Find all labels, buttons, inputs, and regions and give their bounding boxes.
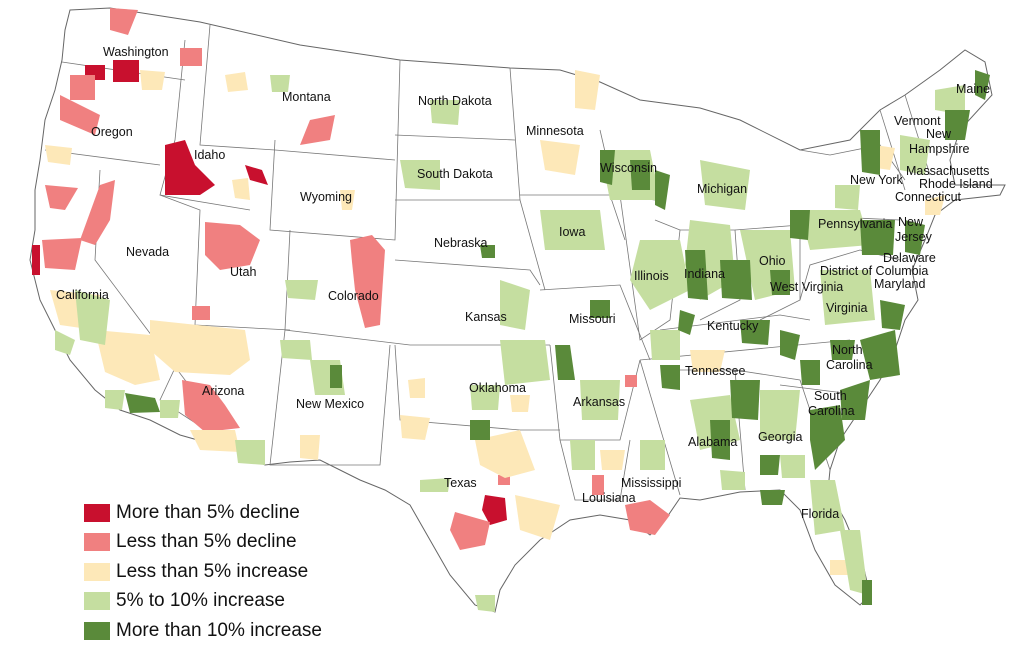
state-label-colorado: Colorado: [328, 289, 379, 303]
state-label-pennsylvania: Pennsylvania: [818, 217, 892, 231]
state-label-illinois: Illinois: [634, 269, 669, 283]
legend-item-more-than-5-decline: More than 5% decline: [84, 498, 322, 528]
legend-swatch: [84, 621, 110, 640]
state-label-kansas: Kansas: [465, 310, 507, 324]
state-label-dc: District of Columbia: [820, 264, 928, 278]
state-label-florida: Florida: [801, 507, 839, 521]
state-label-south-dakota: South Dakota: [417, 167, 493, 181]
state-label-new-york: New York: [850, 173, 904, 187]
state-label-utah: Utah: [230, 265, 256, 279]
state-label-massachusetts: Massachusetts: [906, 164, 989, 178]
legend-label: Less than 5% decline: [116, 531, 297, 553]
state-label-texas: Texas: [444, 476, 477, 490]
state-label-louisiana: Louisiana: [582, 491, 636, 505]
legend-swatch: [84, 503, 110, 522]
legend: More than 5% decline Less than 5% declin…: [84, 498, 322, 646]
legend-label: 5% to 10% increase: [116, 590, 285, 612]
counties-less-than-5-decline: [42, 8, 670, 550]
state-label-alabama: Alabama: [688, 435, 737, 449]
legend-item-less-than-5-decline: Less than 5% decline: [84, 528, 322, 558]
legend-swatch: [84, 533, 110, 552]
state-label-kentucky: Kentucky: [707, 319, 759, 333]
state-label-rhode-island: Rhode Island: [919, 177, 993, 191]
state-label-iowa: Iowa: [559, 225, 585, 239]
state-label-indiana: Indiana: [684, 267, 725, 281]
legend-label: More than 5% decline: [116, 501, 300, 523]
state-label-north-carolina: North Carolina: [826, 343, 873, 372]
legend-item-more-than-10-increase: More than 10% increase: [84, 616, 322, 646]
state-label-wyoming: Wyoming: [300, 190, 352, 204]
legend-swatch: [84, 592, 110, 611]
counties-5-to-10-increase: [55, 75, 965, 612]
counties-more-than-10-increase: [125, 70, 990, 605]
state-label-mississippi: Mississippi: [621, 476, 681, 490]
legend-label: Less than 5% increase: [116, 560, 309, 582]
legend-item-less-than-5-increase: Less than 5% increase: [84, 557, 322, 587]
state-label-tennessee: Tennessee: [685, 364, 746, 378]
state-label-ohio: Ohio: [759, 254, 785, 268]
state-label-connecticut: Connecticut: [895, 190, 962, 204]
state-label-wisconsin: Wisconsin: [600, 161, 657, 175]
state-label-nevada: Nevada: [126, 245, 169, 259]
state-label-california: California: [56, 288, 109, 302]
state-label-missouri: Missouri: [569, 312, 616, 326]
state-label-minnesota: Minnesota: [526, 124, 584, 138]
state-label-vermont: Vermont: [894, 114, 941, 128]
state-label-south-carolina: South Carolina: [808, 389, 855, 418]
legend-item-5-to-10-increase: 5% to 10% increase: [84, 587, 322, 617]
state-label-oregon: Oregon: [91, 125, 133, 139]
state-label-maryland: Maryland: [874, 277, 925, 291]
state-label-arizona: Arizona: [202, 384, 244, 398]
legend-swatch: [84, 562, 110, 581]
state-label-georgia: Georgia: [758, 430, 803, 444]
legend-label: More than 10% increase: [116, 619, 322, 641]
state-label-maine: Maine: [956, 82, 990, 96]
state-label-oklahoma: Oklahoma: [469, 381, 526, 395]
state-label-virginia: Virginia: [826, 301, 868, 315]
state-label-north-dakota: North Dakota: [418, 94, 492, 108]
state-label-nebraska: Nebraska: [434, 236, 488, 250]
state-label-west-virginia: West Virginia: [770, 280, 843, 294]
state-label-arkansas: Arkansas: [573, 395, 625, 409]
state-label-delaware: Delaware: [883, 251, 936, 265]
state-label-new-jersey: New Jersey: [895, 215, 933, 244]
state-label-new-mexico: New Mexico: [296, 397, 364, 411]
state-label-montana: Montana: [282, 90, 331, 104]
state-label-washington: Washington: [103, 45, 169, 59]
state-label-idaho: Idaho: [194, 148, 225, 162]
state-labels: Washington Oregon California Nevada Idah…: [56, 45, 993, 521]
state-label-new-hampshire: New Hampshire: [909, 127, 969, 156]
state-label-michigan: Michigan: [697, 182, 747, 196]
county-fills: [32, 8, 990, 612]
counties-more-than-5-decline: [32, 60, 507, 525]
